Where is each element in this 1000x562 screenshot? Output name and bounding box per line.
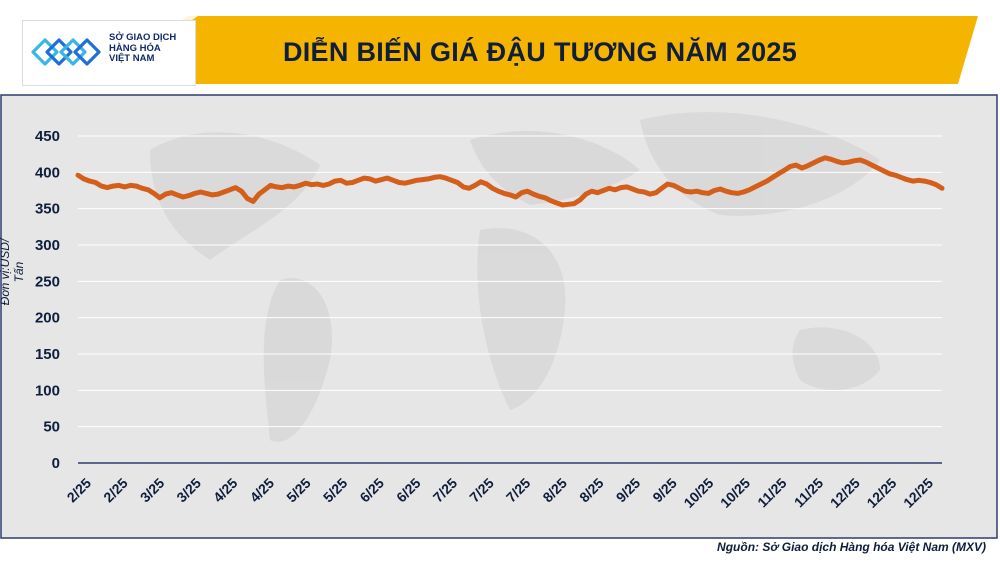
- y-tick-label: 200: [35, 310, 60, 327]
- logo-mark-icon: [31, 38, 101, 66]
- logo-text: SỞ GIAO DỊCH HÀNG HÓA VIỆT NAM: [109, 32, 195, 65]
- logo: SỞ GIAO DỊCH HÀNG HÓA VIỆT NAM: [22, 20, 196, 86]
- y-tick-label: 350: [35, 201, 60, 218]
- y-axis-label: Đơn vị:USD/ Tấn: [0, 238, 26, 306]
- logo-text-line: HÀNG HÓA: [109, 42, 161, 54]
- world-map-texture: [150, 112, 880, 442]
- y-tick-label: 300: [35, 237, 60, 254]
- logo-text-line: SỞ GIAO DỊCH: [109, 32, 177, 43]
- source-note: Nguồn: Sở Giao dịch Hàng hóa Việt Nam (M…: [717, 540, 986, 554]
- grid-layer: [78, 135, 942, 464]
- y-tick-label: 450: [35, 128, 60, 145]
- y-tick-label: 250: [35, 273, 60, 290]
- logo-text-line: VIỆT NAM: [109, 53, 155, 64]
- y-tick-label: 150: [35, 346, 60, 363]
- y-tick-label: 50: [43, 419, 60, 436]
- header-band-shape: [88, 16, 978, 84]
- y-tick-label: 0: [52, 455, 60, 472]
- y-tick-label: 400: [35, 164, 60, 181]
- y-tick-labels: 0 50 100 150 200 250 300 350 400 450: [35, 128, 60, 472]
- chart-title: DIỄN BIẾN GIÁ ĐẬU TƯƠNG NĂM 2025: [282, 36, 798, 67]
- series-line-price: [75, 155, 945, 208]
- y-tick-label: 100: [35, 382, 60, 399]
